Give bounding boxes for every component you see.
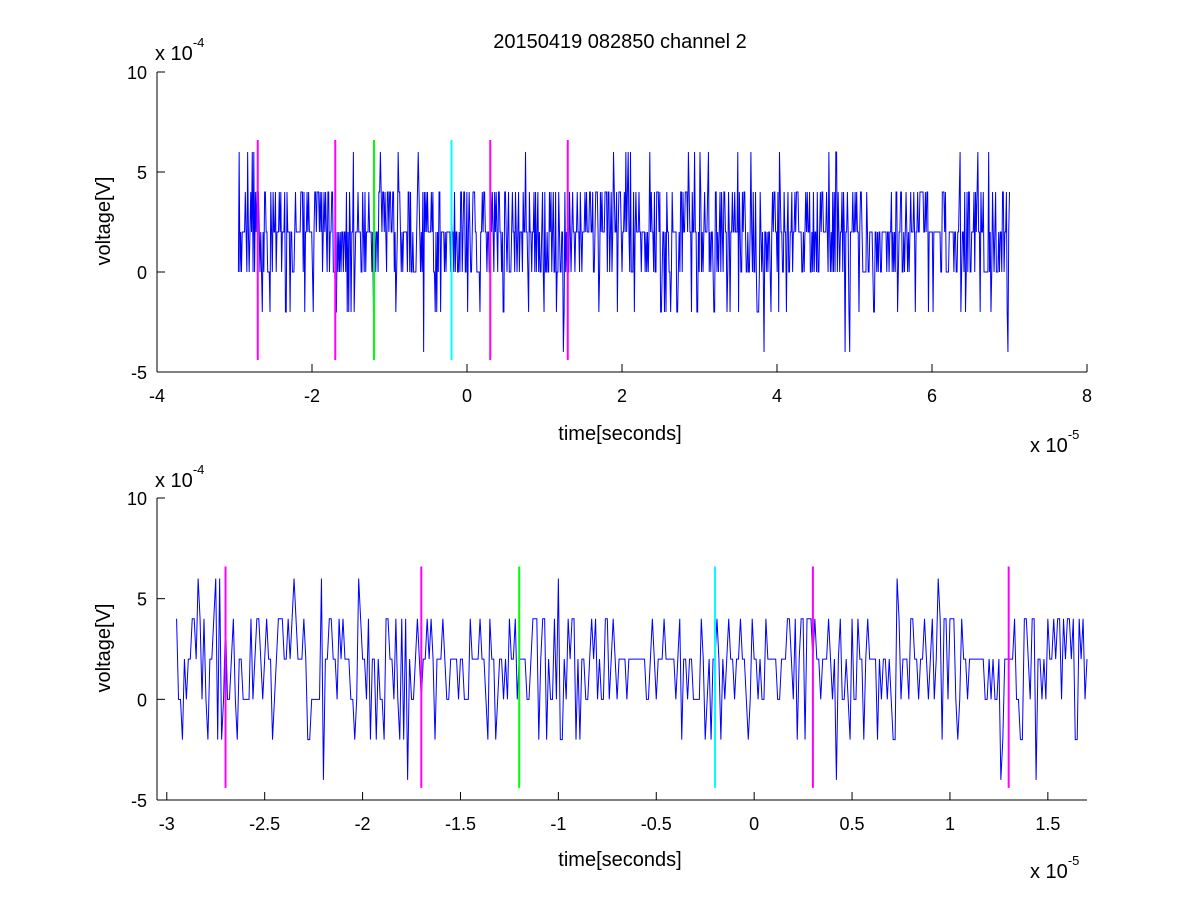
bottom-y-axis-label: voltage[V] bbox=[93, 604, 115, 693]
bottom-y-tick-label: 0 bbox=[137, 690, 147, 710]
bottom-x-tick-label: -2.5 bbox=[249, 814, 280, 834]
top-y-tick-label: 5 bbox=[137, 163, 147, 183]
top-x-tick-label: 8 bbox=[1082, 386, 1092, 406]
bottom-x-tick-label: 0.5 bbox=[840, 814, 865, 834]
top-y-exponent: x 10-4 bbox=[155, 35, 204, 65]
top-x-tick-label: 4 bbox=[772, 386, 782, 406]
top-x-tick-label: 6 bbox=[927, 386, 937, 406]
top-x-ticks: -4 -2 0 2 4 6 8 bbox=[149, 364, 1092, 406]
bottom-x-tick-label: -3 bbox=[159, 814, 175, 834]
top-y-exponent-base: x 10 bbox=[155, 43, 193, 65]
bottom-x-tick-label: -0.5 bbox=[641, 814, 672, 834]
top-axes: -4 -2 0 2 4 6 8 -5 0 5 10 time[seconds] voltage[V… bbox=[93, 35, 1092, 457]
bottom-x-tick-label: 0 bbox=[749, 814, 759, 834]
top-signal-trace bbox=[237, 151, 1010, 353]
bottom-y-exponent-base: x 10 bbox=[155, 470, 193, 492]
top-x-exponent: x 10-5 bbox=[1030, 427, 1079, 457]
bottom-x-tick-label: -1 bbox=[550, 814, 566, 834]
bottom-x-ticks: -3 -2.5 -2 -1.5 -1 -0.5 0 0.5 1 1.5 bbox=[159, 792, 1060, 834]
top-x-exponent-power: -5 bbox=[1068, 427, 1080, 442]
bottom-x-tick-label: -2 bbox=[355, 814, 371, 834]
bottom-x-exponent-power: -5 bbox=[1068, 853, 1080, 868]
bottom-y-tick-label: 10 bbox=[127, 489, 147, 509]
bottom-y-tick-label: 5 bbox=[137, 590, 147, 610]
top-y-axis-label: voltage[V] bbox=[93, 177, 115, 266]
top-y-tick-label: 10 bbox=[127, 63, 147, 83]
bottom-y-exponent: x 10-4 bbox=[155, 462, 204, 492]
top-y-tick-label: 0 bbox=[137, 263, 147, 283]
bottom-axes: -3 -2.5 -2 -1.5 -1 -0.5 0 0.5 1 1.5 -5 0 5 10 time[s… bbox=[93, 462, 1088, 883]
bottom-x-exponent-base: x 10 bbox=[1030, 861, 1068, 883]
top-x-tick-label: 2 bbox=[617, 386, 627, 406]
top-y-ticks: -5 0 5 10 bbox=[127, 63, 165, 383]
top-y-tick-label: -5 bbox=[131, 363, 147, 383]
bottom-y-tick-label: -5 bbox=[131, 791, 147, 811]
bottom-plot-area bbox=[176, 566, 1088, 788]
figure-title: 20150419 082850 channel 2 bbox=[493, 31, 747, 53]
bottom-x-tick-label: 1 bbox=[945, 814, 955, 834]
bottom-x-tick-label: 1.5 bbox=[1035, 814, 1060, 834]
top-x-tick-label: -2 bbox=[304, 386, 320, 406]
top-x-tick-label: -4 bbox=[149, 386, 165, 406]
top-plot-area bbox=[237, 140, 1010, 360]
bottom-y-ticks: -5 0 5 10 bbox=[127, 489, 165, 811]
top-x-exponent-base: x 10 bbox=[1030, 435, 1068, 457]
bottom-x-tick-label: -1.5 bbox=[445, 814, 476, 834]
top-y-exponent-power: -4 bbox=[193, 35, 205, 50]
top-x-tick-label: 0 bbox=[462, 386, 472, 406]
bottom-x-exponent: x 10-5 bbox=[1030, 853, 1079, 883]
bottom-signal-trace bbox=[176, 578, 1088, 780]
bottom-x-axis-label: time[seconds] bbox=[558, 849, 681, 871]
top-x-axis-label: time[seconds] bbox=[558, 423, 681, 445]
bottom-y-exponent-power: -4 bbox=[193, 462, 205, 477]
